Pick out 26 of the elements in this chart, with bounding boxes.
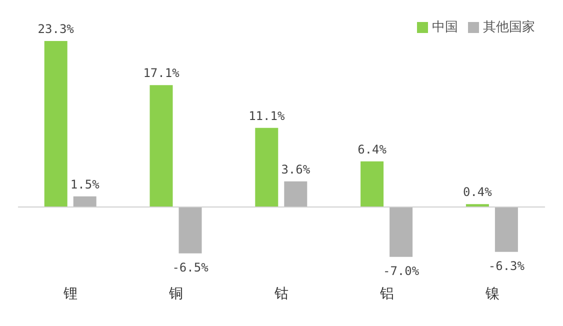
bar — [44, 40, 68, 207]
bar — [284, 181, 308, 207]
bar — [178, 207, 202, 254]
data-label: -6.3% — [488, 258, 526, 273]
bar — [150, 85, 173, 207]
bar — [494, 207, 518, 252]
data-label: -6.5% — [172, 260, 210, 274]
legend-label: 其他国家 — [483, 20, 535, 35]
x-tick-label: 镍 — [484, 286, 500, 302]
data-label: 6.4% — [358, 142, 388, 156]
data-label: 23.3% — [38, 22, 75, 36]
data-label: 3.6% — [281, 162, 311, 176]
x-tick-label: 铜 — [168, 286, 184, 302]
data-label: -7.0% — [382, 264, 420, 278]
bar — [73, 196, 96, 207]
data-label: 17.1% — [143, 66, 180, 80]
data-label: 11.1% — [248, 108, 286, 123]
x-tick-label: 锂 — [62, 286, 78, 302]
data-label: 1.5% — [70, 177, 100, 192]
bar — [360, 161, 384, 207]
data-label: 0.4% — [462, 185, 493, 200]
legend-label: 中国 — [432, 20, 458, 35]
bar — [390, 207, 413, 257]
x-tick-label: 钴 — [274, 286, 288, 302]
bar — [255, 128, 278, 207]
x-tick-label: 铝 — [378, 286, 394, 302]
